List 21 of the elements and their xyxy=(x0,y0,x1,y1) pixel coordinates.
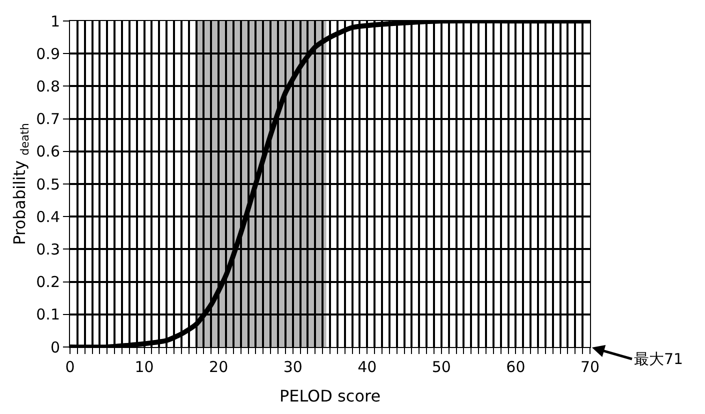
y-tick-label: 0.9 xyxy=(36,44,60,63)
x-tick-label: 70 xyxy=(580,358,600,376)
x-tick-label: 0 xyxy=(65,358,75,376)
y-tick-label: 0.6 xyxy=(36,142,60,161)
y-tick-label: 0.5 xyxy=(36,175,60,194)
x-tick-label: 30 xyxy=(283,358,302,376)
x-tick-label: 10 xyxy=(134,358,154,376)
text: 最大71 xyxy=(634,350,684,368)
y-tick-label: 0.8 xyxy=(36,77,60,96)
y-tick-label: 0 xyxy=(50,338,60,356)
x-tick-label: 60 xyxy=(506,358,526,376)
y-tick-label: 0.7 xyxy=(36,110,60,128)
y-tick-label: 0.1 xyxy=(36,306,60,324)
x-tick-label: 40 xyxy=(358,358,377,376)
x-tick-label: 20 xyxy=(209,358,228,376)
y-tick-label: 1 xyxy=(50,12,60,30)
y-tick-label: 0.4 xyxy=(36,208,60,226)
x-axis-title: PELOD score xyxy=(279,386,381,406)
y-tick-label: 0.2 xyxy=(36,273,60,292)
x-tick-label: 50 xyxy=(432,358,451,376)
y-tick-label: 0.3 xyxy=(36,240,60,258)
